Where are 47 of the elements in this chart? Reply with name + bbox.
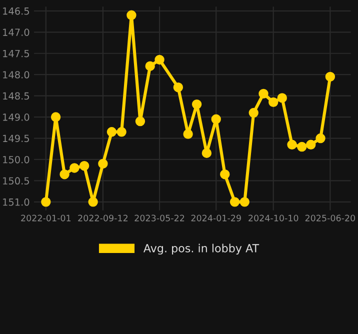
point (60, 169, 70, 180)
y-tick-label: 148.5 (3, 92, 29, 100)
point (106, 127, 117, 137)
point (145, 61, 155, 71)
point (230, 197, 240, 207)
point (116, 127, 126, 137)
x-tick-label: 2022-01-01 (21, 214, 71, 222)
point (154, 54, 164, 65)
x-tick-label: 2022-09-12 (78, 214, 128, 222)
y-tick-label: 149.0 (3, 114, 30, 121)
point (98, 158, 108, 169)
y-tick-label: 148.0 (3, 71, 30, 78)
point (41, 197, 51, 207)
point (277, 93, 287, 103)
point (268, 97, 278, 108)
point (240, 197, 250, 207)
point (220, 169, 230, 180)
y-tick-label: 151.0 (3, 198, 30, 206)
x-tick-label: 2023-05-22 (134, 214, 184, 222)
point (306, 140, 316, 150)
y-tick-label: 150.5 (3, 177, 29, 185)
point (88, 197, 98, 207)
point (183, 129, 193, 139)
y-tick-label: 149.5 (3, 134, 29, 142)
point (192, 99, 202, 110)
point (297, 142, 307, 152)
y-tick-label: 147.0 (3, 28, 30, 36)
point (211, 114, 221, 124)
point (135, 116, 146, 126)
legend-label: Avg. pos. in lobby AT (143, 244, 260, 255)
point (287, 140, 297, 150)
x-tick-label: 2025-06-20 (305, 214, 356, 222)
point (325, 72, 336, 82)
point (50, 112, 61, 122)
y-tick-label: 150.0 (3, 156, 30, 164)
point (70, 163, 80, 173)
point (126, 10, 136, 20)
x-tick-label: 2024-01-29 (191, 214, 241, 222)
point (248, 108, 258, 118)
point (258, 88, 268, 99)
point (202, 148, 212, 158)
y-tick-label: 146.5 (3, 7, 29, 15)
point (79, 160, 90, 171)
y-tick-label: 147.5 (3, 50, 29, 58)
point (316, 133, 326, 144)
point (173, 82, 184, 92)
x-tick-label: 2024-10-10 (248, 214, 298, 222)
